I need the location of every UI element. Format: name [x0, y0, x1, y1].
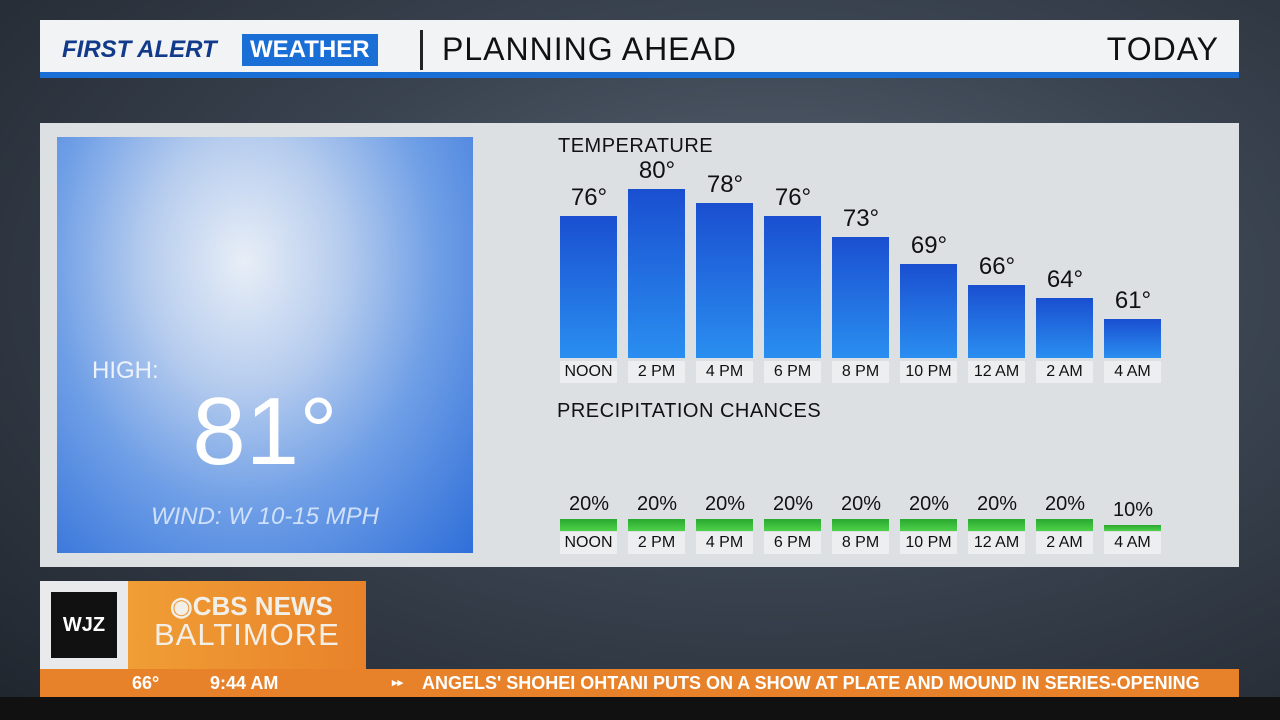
precip-label: 20%	[976, 493, 1018, 515]
wjz-frame: WJZ	[40, 581, 128, 669]
temp-time-label: 6 PM	[764, 361, 821, 383]
temp-label: 66°	[978, 252, 1016, 280]
bottom-strip	[0, 697, 1280, 720]
temp-bar	[1104, 319, 1161, 358]
ticker-headline: ANGELS' SHOHEI OHTANI PUTS ON A SHOW AT …	[422, 673, 1200, 693]
sky-image: HIGH: 81° WIND: W 10-15 MPH	[57, 137, 473, 553]
precip-bar	[628, 519, 685, 531]
wind-info: WIND: W 10-15 MPH	[150, 503, 380, 530]
precip-label: 20%	[704, 493, 746, 515]
precip-bar	[560, 519, 617, 531]
precip-time-label: 2 PM	[628, 532, 685, 554]
ticker-time: 9:44 AM	[210, 673, 279, 693]
precip-time-label: 10 PM	[900, 532, 957, 554]
precip-time-label: 8 PM	[832, 532, 889, 554]
page-title: PLANNING AHEAD	[442, 31, 737, 67]
ticker-temp: 66°	[132, 673, 160, 693]
precipitation-title: PRECIPITATION CHANCES	[557, 400, 822, 422]
precip-label: 20%	[1044, 493, 1086, 515]
divider	[420, 30, 423, 70]
cbs-eye-icon: ◉	[170, 591, 193, 621]
precip-label: 20%	[840, 493, 882, 515]
temp-time-label: 12 AM	[968, 361, 1025, 383]
wjz-logo: WJZ	[51, 592, 117, 658]
precip-bar	[832, 519, 889, 531]
forecast-panel: HIGH: 81° WIND: W 10-15 MPH TEMPERATURE …	[40, 123, 1239, 567]
precip-time-label: 4 PM	[696, 532, 753, 554]
temp-time-label: 2 AM	[1036, 361, 1093, 383]
temp-label: 80°	[638, 157, 676, 185]
precip-time-label: 4 AM	[1104, 532, 1161, 554]
precip-time-label: 12 AM	[968, 532, 1025, 554]
temp-bar	[764, 216, 821, 358]
precip-label: 20%	[568, 493, 610, 515]
cbs-news-logo: ◉CBS NEWS	[170, 591, 333, 622]
temp-bar	[968, 284, 1025, 358]
temp-label: 61°	[1114, 287, 1152, 314]
temp-label: 76°	[774, 184, 812, 212]
temp-bar	[900, 264, 957, 358]
play-arrows-icon: ▸▸	[392, 677, 404, 689]
temp-label: 73°	[842, 204, 880, 232]
temp-time-label: NOON	[560, 361, 617, 383]
precip-bar	[900, 519, 957, 531]
temp-label: 76°	[570, 184, 608, 212]
precip-label: 20%	[636, 493, 678, 515]
brand-weather: WEATHER	[242, 34, 378, 66]
precip-bar	[1036, 519, 1093, 531]
temp-bar	[628, 189, 685, 358]
precip-label: 10%	[1112, 499, 1154, 521]
temp-time-label: 8 PM	[832, 361, 889, 383]
precip-label: 20%	[908, 493, 950, 515]
precip-time-label: 2 AM	[1036, 532, 1093, 554]
temp-bar	[1036, 298, 1093, 358]
city-name: BALTIMORE	[154, 617, 340, 652]
temp-time-label: 10 PM	[900, 361, 957, 383]
network-name: CBS NEWS	[192, 591, 333, 621]
precip-bar	[764, 519, 821, 531]
precip-bar	[1104, 525, 1161, 531]
temp-label: 78°	[706, 170, 744, 198]
station-bug: WJZ ◉CBS NEWS BALTIMORE	[40, 581, 366, 669]
precip-label: 20%	[772, 493, 814, 515]
temp-label: 69°	[910, 232, 948, 260]
header-bar: FIRST ALERT WEATHER PLANNING AHEAD TODAY	[40, 20, 1239, 78]
temp-bar	[696, 202, 753, 358]
temp-bar	[832, 236, 889, 358]
precip-bar	[968, 519, 1025, 531]
brand-first-alert: FIRST ALERT	[62, 36, 217, 63]
temp-bar	[560, 216, 617, 358]
high-label: HIGH:	[92, 357, 159, 384]
high-temperature: 81°	[192, 378, 338, 485]
temp-time-label: 4 AM	[1104, 361, 1161, 383]
temp-time-label: 4 PM	[696, 361, 753, 383]
precip-time-label: NOON	[560, 532, 617, 554]
temp-time-label: 2 PM	[628, 361, 685, 383]
precip-time-label: 6 PM	[764, 532, 821, 554]
temp-label: 64°	[1046, 266, 1084, 294]
precip-bar	[696, 519, 753, 531]
period-label: TODAY	[1106, 31, 1219, 67]
ticker-bar: 66° 9:44 AM ▸▸ ANGELS' SHOHEI OHTANI PUT…	[40, 669, 1239, 697]
temperature-title: TEMPERATURE	[558, 135, 714, 157]
